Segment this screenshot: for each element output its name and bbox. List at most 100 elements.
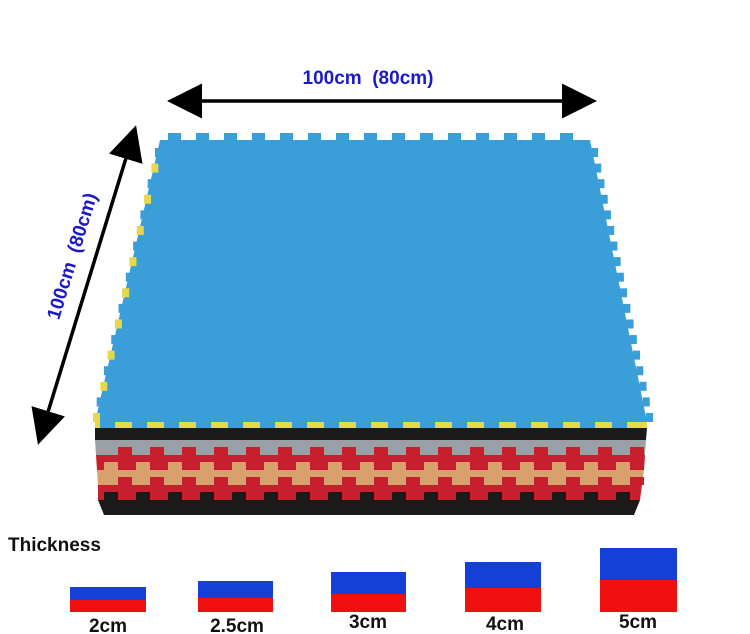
- edge-tooth: [456, 432, 470, 440]
- edge-tooth: [502, 447, 516, 455]
- edge-tooth: [228, 420, 243, 428]
- thickness-label: 4cm: [486, 614, 524, 634]
- edge-tooth: [278, 477, 292, 485]
- edge-tooth: [122, 288, 130, 298]
- edge-tooth: [360, 492, 374, 500]
- edge-tooth: [639, 381, 647, 391]
- edge-tooth: [406, 447, 420, 455]
- edge-tooth: [328, 462, 342, 470]
- edge-tooth: [196, 133, 209, 141]
- edge-tooth: [488, 492, 502, 500]
- edge-tooth: [623, 303, 631, 313]
- edge-tooth: [151, 163, 159, 173]
- edge-tooth: [388, 420, 403, 428]
- edge-tooth: [125, 272, 133, 282]
- edge-tooth: [232, 492, 246, 500]
- edge-tooth: [633, 350, 641, 360]
- edge-tooth: [196, 420, 211, 428]
- edge-tooth: [613, 257, 621, 267]
- edge-tooth: [324, 420, 339, 428]
- edge-tooth: [476, 133, 489, 141]
- edge-tooth: [296, 462, 310, 470]
- edge-tooth: [452, 420, 467, 428]
- edge-tooth: [360, 432, 374, 440]
- edge-tooth: [118, 447, 132, 455]
- edge-tooth: [616, 432, 630, 440]
- thickness-label: 5cm: [619, 612, 657, 633]
- edge-tooth: [200, 492, 214, 500]
- edge-tooth: [168, 492, 182, 500]
- edge-tooth: [552, 432, 566, 440]
- edge-tooth: [104, 432, 118, 440]
- edge-tooth: [308, 133, 321, 141]
- edge-tooth: [342, 447, 356, 455]
- edge-tooth: [438, 477, 452, 485]
- edge-tooth: [424, 492, 438, 500]
- edge-tooth: [610, 241, 618, 251]
- edge-tooth: [224, 133, 237, 141]
- edge-tooth: [144, 194, 152, 204]
- edge-tooth: [246, 447, 260, 455]
- edge-tooth: [155, 148, 162, 157]
- edge-tooth: [214, 477, 228, 485]
- edge-tooth: [168, 432, 182, 440]
- edge-tooth: [374, 447, 388, 455]
- edge-tooth: [448, 133, 461, 141]
- edge-tooth: [252, 133, 265, 141]
- edge-tooth: [150, 447, 164, 455]
- edge-tooth: [566, 447, 580, 455]
- edge-tooth: [484, 420, 499, 428]
- edge-tooth: [264, 462, 278, 470]
- edge-tooth: [456, 462, 470, 470]
- edge-tooth: [534, 447, 548, 455]
- edge-tooth: [392, 462, 406, 470]
- edge-tooth: [164, 420, 179, 428]
- edge-tooth: [636, 366, 644, 376]
- edge-tooth: [616, 462, 630, 470]
- edge-tooth: [502, 477, 516, 485]
- edge-tooth: [136, 462, 150, 470]
- edge-tooth: [118, 477, 132, 485]
- width-label: 100cm (80cm): [303, 68, 434, 89]
- edge-tooth: [488, 432, 502, 440]
- edge-tooth: [107, 350, 115, 360]
- thickness-label: 3cm: [349, 612, 387, 633]
- swatches: [70, 548, 677, 612]
- edge-tooth: [392, 133, 405, 141]
- edge-tooth: [470, 447, 484, 455]
- edge-tooth: [328, 432, 342, 440]
- length-arrow: [31, 125, 143, 445]
- edge-tooth: [310, 477, 324, 485]
- edge-tooth: [580, 420, 595, 428]
- edge-tooth: [438, 447, 452, 455]
- edge-tooth: [114, 319, 122, 329]
- edge-tooth: [424, 432, 438, 440]
- thickness-label: 2cm: [89, 616, 127, 634]
- thickness-title: Thickness: [8, 535, 101, 556]
- edge-tooth: [133, 241, 141, 251]
- edge-tooth: [342, 477, 356, 485]
- edge-tooth: [136, 432, 150, 440]
- edge-tooth: [420, 420, 435, 428]
- edge-tooth: [364, 133, 377, 141]
- edge-tooth: [129, 257, 137, 267]
- edge-tooth: [310, 447, 324, 455]
- edge-tooth: [612, 420, 627, 428]
- edge-tooth: [132, 420, 147, 428]
- edge-tooth: [296, 492, 310, 500]
- edge-tooth: [520, 462, 534, 470]
- edge-tooth: [150, 477, 164, 485]
- edge-tooth: [534, 477, 548, 485]
- edge-tooth: [118, 303, 126, 313]
- edge-tooth: [630, 477, 644, 485]
- edge-tooth: [96, 397, 104, 407]
- thickness-label: 2.5cm: [210, 616, 264, 634]
- edge-tooth: [246, 477, 260, 485]
- edge-tooth: [520, 492, 534, 500]
- edge-tooth: [594, 163, 602, 173]
- edge-tooth: [100, 420, 115, 428]
- edge-tooth: [584, 462, 598, 470]
- edge-tooth: [603, 210, 611, 220]
- edge-tooth: [620, 288, 628, 298]
- edge-tooth: [103, 366, 111, 376]
